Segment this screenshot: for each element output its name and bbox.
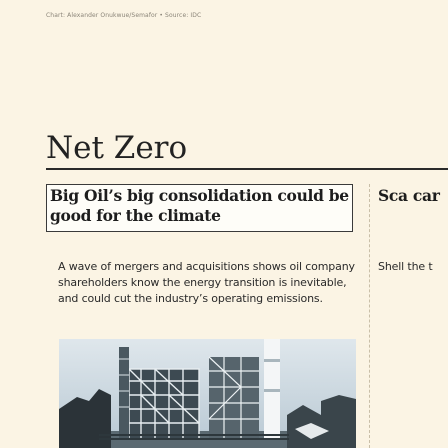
article-headline[interactable]: Big Oil’s big consolidation could be goo… bbox=[50, 186, 349, 225]
headline-focus-box[interactable] bbox=[46, 184, 353, 232]
chart-credit: Chart: Alexander Onukwue/Semafor • Sourc… bbox=[46, 12, 202, 19]
article-card-side[interactable]: Sca car Shell the t bbox=[378, 184, 448, 448]
article-card-main[interactable]: Big Oil’s big consolidation could be goo… bbox=[46, 184, 366, 448]
side-article-excerpt: Shell the t bbox=[378, 260, 433, 273]
card-divider bbox=[369, 184, 370, 448]
refinery-illustration bbox=[59, 339, 356, 448]
article-excerpt: A wave of mergers and acquisitions shows… bbox=[58, 260, 355, 305]
section-divider bbox=[46, 168, 448, 170]
section-title[interactable]: Net Zero bbox=[46, 130, 188, 166]
side-article-headline[interactable]: Sca car bbox=[378, 186, 440, 205]
article-thumbnail[interactable] bbox=[59, 339, 356, 448]
article-cards-row: Big Oil’s big consolidation could be goo… bbox=[46, 184, 448, 448]
